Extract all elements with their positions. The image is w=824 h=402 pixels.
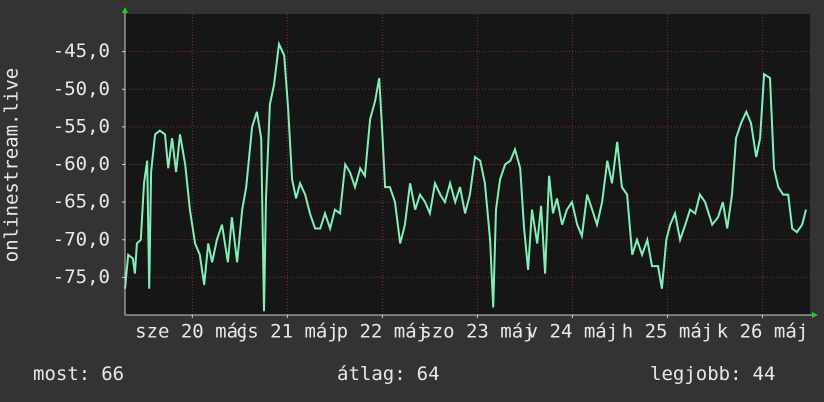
- stats: most: 66 átlag: 64 legjobb: 44: [33, 363, 775, 385]
- y-tick-label: -75,0: [53, 266, 110, 288]
- stat-value: 44: [753, 363, 776, 385]
- y-tick-label: -65,0: [53, 191, 110, 213]
- x-tick-label: szo 23 máj: [420, 321, 534, 343]
- y-tick-label: -70,0: [53, 228, 110, 250]
- stat: most: 66: [33, 363, 124, 385]
- stat-value: 66: [101, 363, 124, 385]
- x-arrow: [812, 312, 818, 318]
- y-tick-label: -45,0: [53, 40, 110, 62]
- stat-label: most:: [33, 363, 90, 385]
- x-tick-label: cs 21 máj: [236, 321, 339, 343]
- stat-label: legjobb:: [650, 363, 742, 385]
- y-tick-label: -60,0: [53, 153, 110, 175]
- stat: legjobb: 44: [650, 363, 775, 385]
- stat-value: 64: [417, 363, 440, 385]
- y-axis-title: onlinestream.live: [1, 68, 23, 262]
- x-tick-label: v 24 máj: [527, 321, 619, 343]
- x-tick-label: sze 20 máj: [135, 321, 249, 343]
- y-tick-label: -50,0: [53, 78, 110, 100]
- plot: -45,0 -50,0 -55,0 -60,0 -65,0 -70,0 -75,0 sze 2…: [53, 14, 810, 343]
- stat: átlag: 64: [337, 363, 440, 385]
- line-series: [124, 40, 807, 312]
- x-tick-label: k 26 máj: [717, 321, 809, 343]
- x-tick-label: h 25 máj: [622, 321, 714, 343]
- y-arrow: [122, 7, 128, 13]
- x-tick-label: p 22 máj: [337, 321, 429, 343]
- stat-label: átlag:: [337, 363, 406, 385]
- y-tick-label: -55,0: [53, 115, 110, 137]
